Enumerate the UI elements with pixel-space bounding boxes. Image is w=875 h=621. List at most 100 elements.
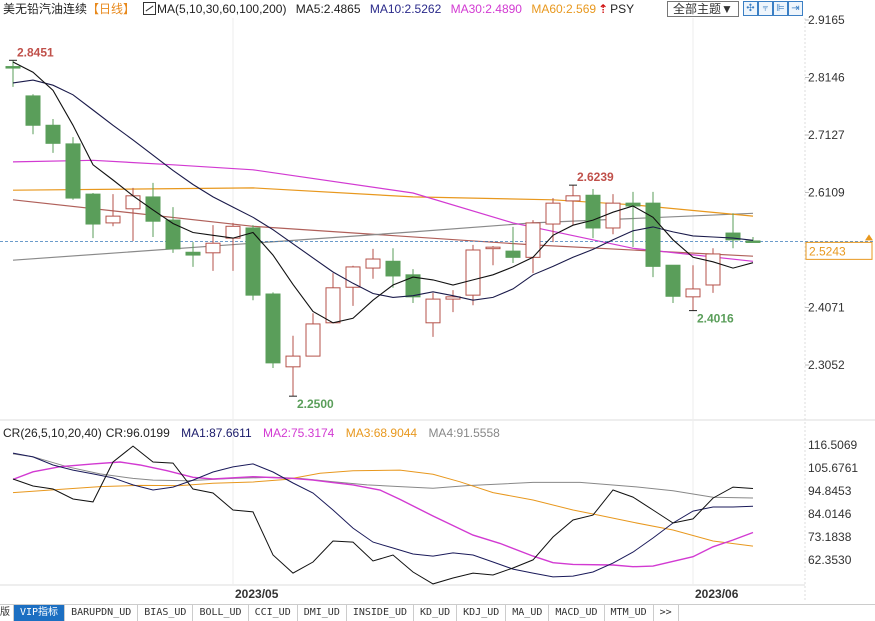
candle-up <box>285 355 301 368</box>
cr-value: CR:96.0199 <box>105 426 170 440</box>
candle-up <box>705 253 721 286</box>
candle-up <box>545 202 561 225</box>
indicator-tab[interactable]: >> <box>654 605 679 621</box>
x-axis-label: 2023/06 <box>695 587 739 601</box>
ma30-line <box>12 159 754 262</box>
cr-y-tick-label: 116.5069 <box>808 438 857 452</box>
price-up-arrow-icon <box>865 234 873 241</box>
candle-down <box>665 264 681 297</box>
candle-up <box>305 323 321 357</box>
last-price-label: 2.5243 <box>809 244 846 258</box>
chart-header: 美无铅汽油连续【日线】 MA(5,10,30,60,100,200) MA5:2.… <box>0 0 875 18</box>
ma200-line <box>12 199 754 257</box>
y-tick-label: 2.8146 <box>808 71 845 85</box>
ma-indicator-icon[interactable] <box>143 2 157 15</box>
cr-params: CR(26,5,10,20,40) <box>3 426 102 440</box>
candle-down <box>745 240 761 243</box>
candle-down <box>165 219 181 250</box>
price-chart[interactable]: 2023/05 2023/06 2.9165 2.8146 2.7127 2.6109 2.… <box>0 0 875 604</box>
indicator-tab[interactable]: KDJ_UD <box>457 605 507 621</box>
cr-ma4-line <box>12 453 754 499</box>
low-price-label: 2.2500 <box>297 397 334 411</box>
indicator-tab[interactable]: BIAS_UD <box>138 605 194 621</box>
cr-y-tick-label: 94.8453 <box>808 484 852 498</box>
more-indicators-arrow-icon[interactable]: ⇡ <box>598 2 609 16</box>
candle-up <box>485 246 501 250</box>
candle-up <box>365 258 381 269</box>
high-price-label: 2.6239 <box>577 170 614 184</box>
indicator-tab[interactable]: INSIDE_UD <box>347 605 415 621</box>
cr-ma3-line <box>12 469 754 547</box>
cr-cr-line <box>12 445 754 585</box>
indicator-tab-bar: 版 VIP指标 BARUPDN_UD BIAS_UD BOLL_UD CCI_UD DMI_… <box>0 604 875 621</box>
crosshair-icon[interactable]: ✣ <box>743 1 758 16</box>
candle-down <box>505 250 521 258</box>
indicator-tab[interactable]: VIP指标 <box>14 605 66 621</box>
ma-params: MA(5,10,30,60,100,200) <box>157 2 287 16</box>
candle-up <box>125 195 141 210</box>
indicator-tab[interactable]: MACD_UD <box>549 605 605 621</box>
ma10-line <box>12 79 754 301</box>
scroll-right-icon[interactable]: ⇥ <box>788 1 803 16</box>
candle-up <box>465 249 481 296</box>
candle-up <box>345 266 361 288</box>
candle-down <box>725 232 741 241</box>
candle-down <box>25 95 41 126</box>
psy-label[interactable]: PSY <box>610 2 635 16</box>
candle-up <box>445 296 461 300</box>
cr-ma4-value: MA4:91.5558 <box>428 426 500 440</box>
instrument-title: 美无铅汽油连续 <box>3 2 88 16</box>
candle-down <box>405 274 421 298</box>
candle-down <box>5 66 21 69</box>
y-tick-label: 2.6109 <box>808 185 845 199</box>
indicator-tab[interactable]: KD_UD <box>414 605 458 621</box>
period-label[interactable]: 【日线】 <box>87 2 136 16</box>
indicator-tab[interactable]: 版 <box>0 605 14 621</box>
zoom-in-icon[interactable]: ⫧ <box>758 1 773 16</box>
indicator-tab[interactable]: CCI_UD <box>249 605 298 621</box>
y-tick-label: 2.9165 <box>808 13 845 27</box>
zoom-out-icon[interactable]: ⊫ <box>773 1 788 16</box>
candle-down <box>185 251 201 256</box>
ma5-value: MA5:2.4865 <box>295 2 361 16</box>
low-price-label: 2.4016 <box>697 312 734 326</box>
candle-up <box>685 288 701 298</box>
last-price-box <box>805 241 873 260</box>
candle-down <box>145 196 161 222</box>
y-tick-label: 2.4071 <box>808 301 845 315</box>
candle-up <box>325 287 341 324</box>
candle-down <box>265 293 281 364</box>
ma30-value: MA30:2.4890 <box>450 2 522 16</box>
ma100-line <box>12 212 754 261</box>
candle-down <box>45 124 61 144</box>
theme-dropdown[interactable]: 全部主题▼ <box>667 1 739 17</box>
cr-ma2-value: MA2:75.3174 <box>262 426 335 440</box>
ma5-line <box>12 61 754 324</box>
cr-indicator-header: CR(26,5,10,20,40) CR:96.0199 MA1:87.6611 … <box>3 426 508 440</box>
cr-y-tick-label: 84.0146 <box>808 507 852 521</box>
indicator-tab[interactable]: MA_UD <box>506 605 550 621</box>
candle-down <box>585 194 601 229</box>
candle-down <box>245 227 261 296</box>
indicator-tab[interactable]: BOLL_UD <box>193 605 249 621</box>
candle-up <box>605 202 621 229</box>
candle-down <box>65 143 81 199</box>
cr-y-tick-label: 105.6761 <box>808 461 858 475</box>
high-price-label: 2.8451 <box>17 45 54 59</box>
candle-up <box>425 298 441 324</box>
indicator-tab[interactable]: BARUPDN_UD <box>65 605 139 621</box>
x-axis-label: 2023/05 <box>235 587 279 601</box>
cr-ma1-line <box>12 452 754 578</box>
candle-down <box>645 202 661 267</box>
cr-y-tick-label: 73.1838 <box>808 530 852 544</box>
candle-up <box>105 215 121 224</box>
ma10-value: MA10:2.5262 <box>369 2 442 16</box>
cr-y-tick-label: 62.3530 <box>808 553 852 567</box>
candle-down <box>85 193 101 225</box>
cr-ma2-line <box>12 461 754 568</box>
indicator-tab[interactable]: DMI_UD <box>298 605 347 621</box>
candle-down <box>385 260 401 277</box>
cr-ma1-value: MA1:87.6611 <box>181 426 252 440</box>
cr-ma3-value: MA3:68.9044 <box>345 426 418 440</box>
indicator-tab[interactable]: MTM_UD <box>605 605 654 621</box>
